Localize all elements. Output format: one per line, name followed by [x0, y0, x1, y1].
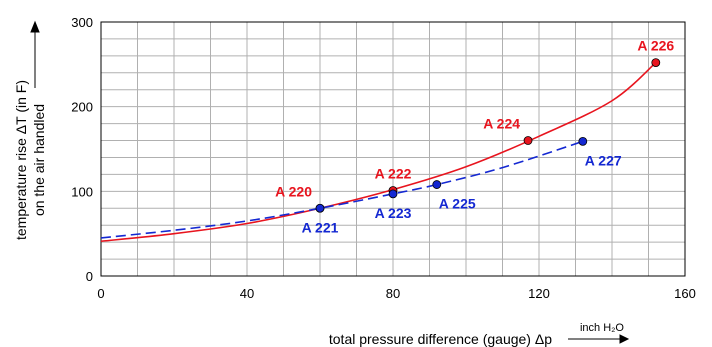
red-point-label: A 226 — [637, 38, 674, 54]
blue-point-label: A 225 — [439, 196, 476, 212]
x-axis-ticks: 0 40 80 120 160 — [97, 286, 695, 301]
grid-lines — [101, 22, 685, 276]
blue-curve — [100, 140, 584, 239]
y-axis-label: temperature rise ΔT (in F) — [13, 80, 29, 240]
x-tick-label: 160 — [674, 286, 696, 301]
x-tick-label: 0 — [97, 286, 104, 301]
blue-point-label: A 223 — [375, 205, 412, 221]
y-tick-label: 200 — [71, 100, 93, 115]
y-tick-label: 300 — [71, 15, 93, 30]
y-axis-label-second-line: on the air handled — [31, 104, 47, 216]
x-axis-arrow-icon — [568, 334, 630, 344]
plot-area-border — [100, 21, 686, 277]
red-point-label: A 224 — [483, 116, 520, 132]
blue-point-label: A 227 — [585, 152, 622, 168]
y-axis-ticks: 0 100 200 300 — [71, 15, 93, 284]
y-tick-label: 100 — [71, 184, 93, 199]
red-point-label: A 220 — [275, 183, 312, 199]
x-tick-label: 120 — [528, 286, 550, 301]
x-axis-unit: inch H₂O — [580, 322, 624, 334]
blue-data-point — [315, 203, 325, 213]
red-point-label: A 222 — [375, 165, 412, 181]
x-tick-label: 80 — [386, 286, 400, 301]
y-tick-label: 0 — [86, 269, 93, 284]
x-axis-label: total pressure difference (gauge) Δp — [329, 331, 552, 347]
red-data-point — [651, 58, 661, 68]
blue-data-point — [388, 189, 398, 199]
x-tick-label: 40 — [240, 286, 254, 301]
blue-data-point — [432, 180, 442, 189]
red-data-point — [523, 136, 533, 145]
blue-data-point — [578, 136, 588, 146]
blue-point-label: A 221 — [302, 219, 339, 235]
y-axis-arrow-icon — [30, 20, 40, 88]
series-layer: A 220 A 222 A 224 A 226 A 221 A 223 A 225 A 227 — [100, 38, 674, 243]
